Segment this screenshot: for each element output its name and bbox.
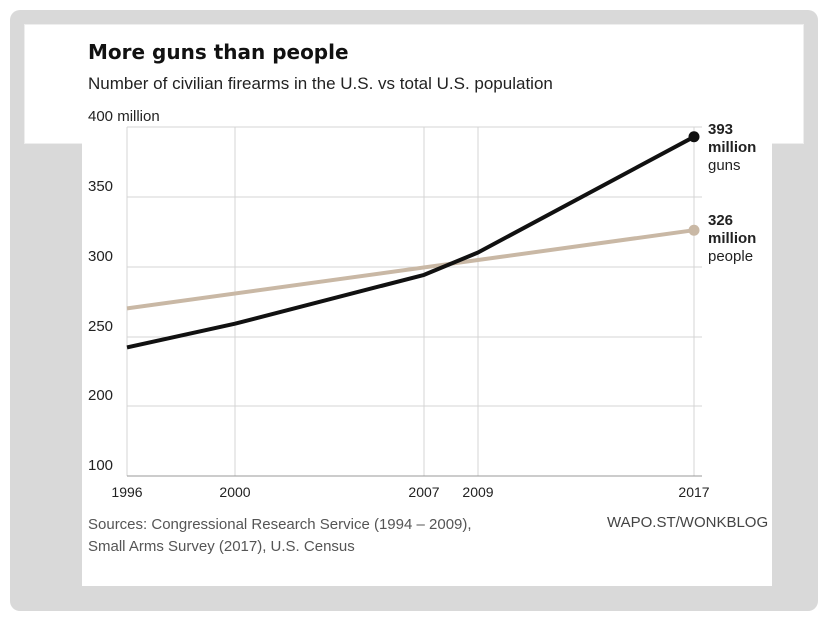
guns-end-point xyxy=(688,131,700,143)
x-tick-label: 2009 xyxy=(462,484,493,500)
people-end-point xyxy=(688,224,700,236)
y-tick-label: 350 xyxy=(88,178,113,195)
guns-end-value: 393 xyxy=(708,121,734,138)
y-tick-label: 200 xyxy=(88,387,113,404)
x-tick-label: 2000 xyxy=(219,484,250,500)
chart-subtitle: Number of civilian firearms in the U.S. … xyxy=(88,74,553,93)
people-end-label: 326 million people xyxy=(708,212,756,266)
people-end-unit: million xyxy=(708,230,757,247)
x-tick-label: 2017 xyxy=(678,484,709,500)
guns-end-name: guns xyxy=(708,157,741,174)
source-line-1: Sources: Congressional Research Service … xyxy=(88,516,472,533)
y-tick-label: 100 xyxy=(88,457,113,474)
credit-link[interactable]: WAPO.ST/WONKBLOG xyxy=(607,514,769,531)
y-tick-label: 400 million xyxy=(88,108,160,125)
people-end-value: 326 xyxy=(708,212,734,229)
chart-title: More guns than people xyxy=(88,40,349,64)
people-end-name: people xyxy=(708,248,754,265)
source-line-2: Small Arms Survey (2017), U.S. Census xyxy=(88,538,355,555)
chart-panel xyxy=(82,25,772,586)
y-tick-label: 300 xyxy=(88,248,113,265)
guns-end-unit: million xyxy=(708,139,757,156)
x-tick-label: 2007 xyxy=(408,484,439,500)
guns-series-line xyxy=(126,135,695,350)
guns-end-label: 393 million guns xyxy=(708,121,756,175)
x-tick-label: 1996 xyxy=(111,484,142,500)
y-tick-label: 250 xyxy=(88,318,113,335)
source-note: Sources: Congressional Research Service … xyxy=(88,514,548,558)
people-series-line xyxy=(126,228,695,311)
